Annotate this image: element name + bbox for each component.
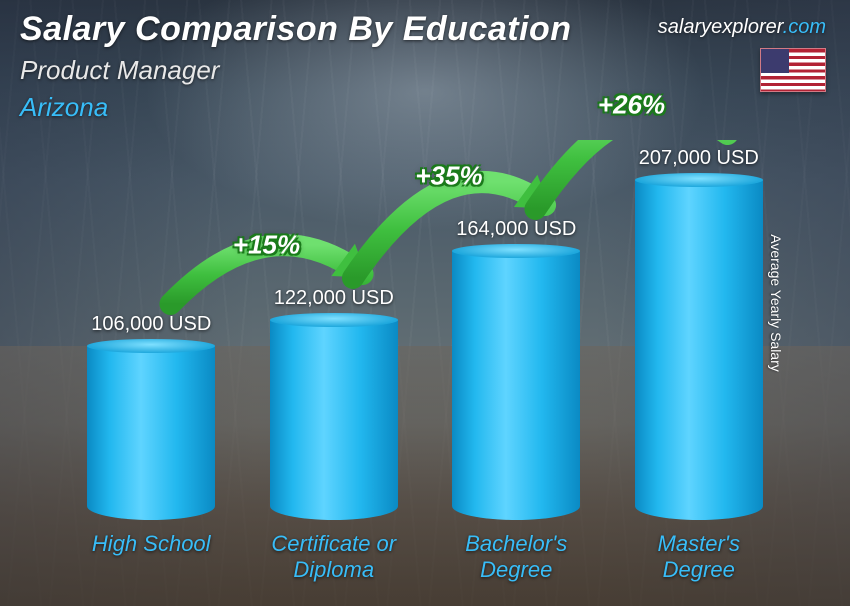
brand-logo: salaryexplorer.com (658, 16, 826, 39)
salary-bar-chart: 106,000 USD 122,000 USD 164,000 USD 207,000… (60, 140, 790, 582)
x-axis-label: Bachelor'sDegree (425, 531, 608, 582)
bar-slot: 164,000 USD (425, 218, 608, 520)
bar-body (87, 346, 215, 520)
location: Arizona (20, 92, 830, 123)
increase-pct: +35% (415, 161, 482, 192)
bar-body (452, 251, 580, 520)
increase-pct: +15% (233, 230, 300, 261)
bar-body (270, 320, 398, 520)
bars-container: 106,000 USD 122,000 USD 164,000 USD 207,000… (60, 140, 790, 520)
brand-name: salaryexplorer (658, 16, 783, 38)
bar-top (87, 339, 215, 353)
bar-slot: 122,000 USD (243, 287, 426, 520)
bar-value-label: 106,000 USD (91, 313, 211, 336)
bar-value-label: 164,000 USD (456, 218, 576, 241)
job-title: Product Manager (20, 55, 830, 86)
increase-pct: +26% (598, 90, 665, 121)
x-axis-label: Master'sDegree (608, 531, 791, 582)
bar-value-label: 207,000 USD (639, 147, 759, 170)
bar-slot: 106,000 USD (60, 313, 243, 520)
bar-top (635, 173, 763, 187)
bar-body (635, 180, 763, 520)
bar-value-label: 122,000 USD (274, 287, 394, 310)
bar (635, 180, 763, 520)
x-axis-labels: High SchoolCertificate orDiplomaBachelor… (60, 531, 790, 582)
brand-tld: .com (783, 16, 826, 38)
x-axis-label: Certificate orDiploma (243, 531, 426, 582)
bar-top (452, 244, 580, 258)
flag-icon (760, 48, 826, 92)
bar-top (270, 313, 398, 327)
x-axis-label: High School (60, 531, 243, 582)
bar-slot: 207,000 USD (608, 147, 791, 520)
bar (270, 320, 398, 520)
bar (87, 346, 215, 520)
bar (452, 251, 580, 520)
